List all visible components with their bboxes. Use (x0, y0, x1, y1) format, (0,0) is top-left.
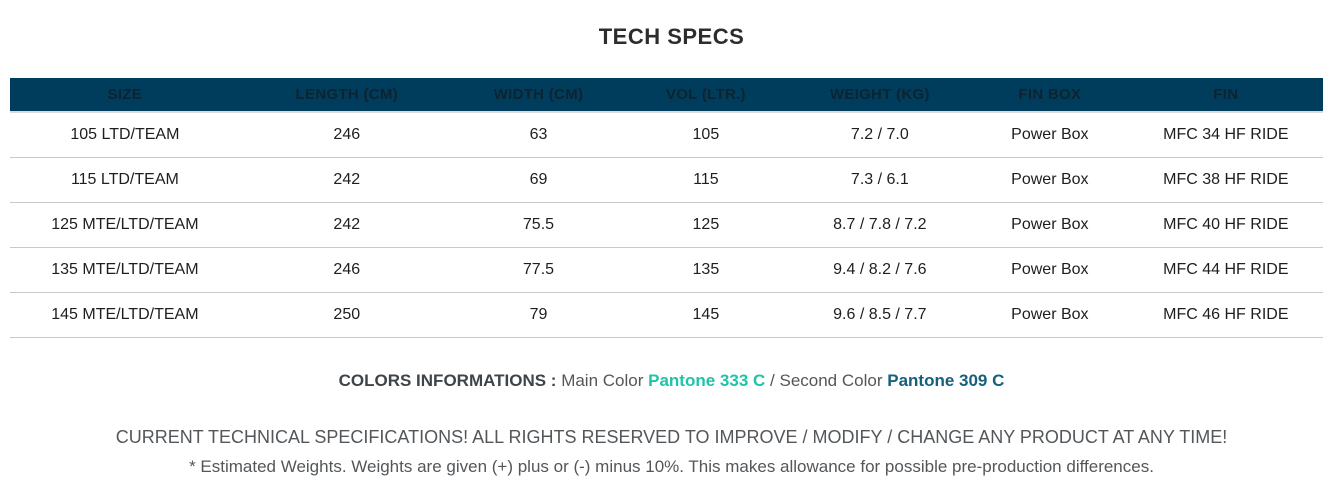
table-cell: 145 MTE/LTD/TEAM (51, 305, 199, 323)
table-cell: MFC 44 HF RIDE (1163, 260, 1289, 278)
table-cell: Power Box (1011, 215, 1089, 233)
table-cell: MFC 46 HF RIDE (1163, 305, 1289, 323)
table-cell: Power Box (1011, 305, 1089, 323)
table-cell: Power Box (1011, 170, 1089, 188)
table-cell: 9.6 / 8.5 / 7.7 (833, 305, 927, 323)
column-header-length: LENGTH (CM) (295, 86, 398, 103)
tech-specs-table: SIZE LENGTH (CM) WIDTH (CM) VOL (LTR.) W… (10, 78, 1323, 338)
column-header-fin: FIN (1213, 86, 1239, 103)
table-cell: 242 (333, 215, 361, 233)
table-row: 115 LTD/TEAM 242 69 115 7.3 / 6.1 Power Box MF… (10, 157, 1323, 202)
table-header: SIZE LENGTH (CM) WIDTH (CM) VOL (LTR.) W… (10, 78, 1323, 112)
table-cell: 115 (693, 170, 719, 188)
table-cell: 125 MTE/LTD/TEAM (51, 215, 199, 233)
color-separator: / (770, 370, 775, 390)
column-header-finbox: FIN BOX (1018, 86, 1082, 103)
table-cell: 105 (692, 125, 720, 143)
table-cell: 242 (333, 170, 361, 188)
table-cell: 125 (692, 215, 720, 233)
table-cell: MFC 38 HF RIDE (1163, 170, 1289, 188)
second-color-label: Second Color (779, 370, 883, 390)
table-cell: MFC 40 HF RIDE (1163, 215, 1289, 233)
table-cell: 246 (333, 125, 361, 143)
column-header-volume: VOL (LTR.) (665, 86, 746, 103)
table-cell: 145 (692, 305, 720, 323)
table-cell: 250 (333, 305, 361, 323)
table-cell: 9.4 / 8.2 / 7.6 (833, 260, 927, 278)
colors-information-line: COLORS INFORMATIONS : Main Color Pantone… (0, 370, 1343, 391)
table-cell: 7.2 / 7.0 (850, 125, 909, 143)
table-cell: 7.3 / 6.1 (850, 170, 909, 188)
table-cell: Power Box (1011, 125, 1089, 143)
main-color-value: Pantone 333 C (648, 370, 766, 390)
main-color-label: Main Color (561, 370, 644, 390)
table-cell: 246 (333, 260, 361, 278)
page-title: TECH SPECS (598, 24, 745, 49)
column-header-weight: WEIGHT (KG) (829, 86, 930, 103)
table-cell: MFC 34 HF RIDE (1163, 125, 1289, 143)
spec-table-body: 105 LTD/TEAM 246 63 105 7.2 / 7.0 Power Box MF… (10, 112, 1323, 337)
table-cell: 75.5 (522, 215, 555, 233)
table-header-row: SIZE LENGTH (CM) WIDTH (CM) VOL (LTR.) W… (10, 78, 1323, 112)
table-cell: 77.5 (522, 260, 555, 278)
table-row: 135 MTE/LTD/TEAM 246 77.5 135 9.4 / 8.2 / 7.… (10, 247, 1323, 292)
table-cell: Power Box (1011, 260, 1089, 278)
table-row: 105 LTD/TEAM 246 63 105 7.2 / 7.0 Power Box MF… (10, 112, 1323, 157)
table-cell: 79 (529, 305, 548, 323)
colors-info-label: COLORS INFORMATIONS : (338, 370, 557, 390)
estimated-weights-note: * Estimated Weights. Weights are given (… (189, 456, 1154, 476)
table-cell: 105 LTD/TEAM (70, 125, 180, 143)
column-header-width: WIDTH (CM) (493, 86, 584, 103)
specifications-disclaimer: CURRENT TECHNICAL SPECIFICATIONS! ALL RI… (115, 426, 1228, 447)
tech-specs-section: TECH SPECS SIZE LENGTH (CM) WIDTH (CM) V… (0, 24, 1343, 477)
table-cell: 135 (692, 260, 720, 278)
table-row: 125 MTE/LTD/TEAM 242 75.5 125 8.7 / 7.8 / 7.… (10, 202, 1323, 247)
table-cell: 115 LTD/TEAM (70, 170, 179, 188)
table-cell: 8.7 / 7.8 / 7.2 (833, 215, 927, 233)
second-color-value: Pantone 309 C (887, 370, 1005, 390)
table-cell: 63 (529, 125, 548, 143)
table-cell: 69 (529, 170, 548, 188)
table-cell: 135 MTE/LTD/TEAM (51, 260, 199, 278)
table-row: 145 MTE/LTD/TEAM 250 79 145 9.6 / 8.5 / 7.7 P… (10, 292, 1323, 337)
column-header-size: SIZE (107, 86, 143, 103)
